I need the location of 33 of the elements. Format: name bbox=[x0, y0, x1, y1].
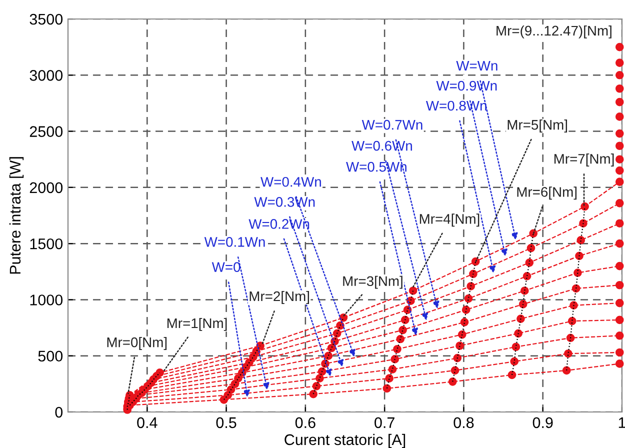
annotation: W=0.4Wn bbox=[260, 176, 321, 187]
annotation: W=Wn bbox=[456, 60, 498, 71]
x-tick-label: 0.8 bbox=[454, 417, 474, 428]
annotation: W=0.3Wn bbox=[254, 197, 315, 207]
annotation: Mr=0[Nm] bbox=[107, 337, 167, 350]
y-tick-label: 3500 bbox=[30, 14, 63, 25]
annotation: Mr=6[Nm] bbox=[517, 186, 576, 200]
annotation: Mr=5[Nm] bbox=[508, 120, 567, 132]
x-tick-label: 0.7 bbox=[374, 417, 394, 428]
annotation: W=0.6Wn bbox=[352, 140, 412, 151]
y-axis-title: Putere intrata [W] bbox=[9, 157, 24, 274]
x-tick-label: 0.5 bbox=[216, 417, 236, 428]
x-axis-title: Curent statoric [A] bbox=[284, 434, 406, 448]
annotation: W=0.7Wn bbox=[362, 120, 422, 130]
x-tick-label: 0.4 bbox=[137, 417, 158, 428]
y-tick-label: 2000 bbox=[30, 182, 63, 194]
x-tick-label: 0.6 bbox=[295, 417, 316, 428]
annotation: Mr=1[Nm] bbox=[167, 318, 227, 331]
annotation: W=0.1Wn bbox=[204, 237, 265, 247]
y-tick-label: 3000 bbox=[30, 70, 63, 81]
annotation: Mr=3[Nm] bbox=[343, 276, 402, 289]
y-tick-label: 1500 bbox=[30, 238, 63, 250]
y-tick-label: 0 bbox=[55, 406, 63, 418]
annotation: Mr=7[Nm] bbox=[554, 154, 614, 167]
annotation: W=0 bbox=[212, 262, 240, 272]
annotation: Mr=(9...12.47)[Nm] bbox=[496, 25, 612, 38]
y-tick-label: 1000 bbox=[30, 294, 63, 306]
y-tick-label: 2500 bbox=[30, 126, 63, 137]
x-tick-label: 0.9 bbox=[532, 417, 553, 428]
y-tick-label: 500 bbox=[38, 350, 63, 362]
annotation: W=0.9Wn bbox=[436, 80, 497, 91]
annotation: Mr=2[Nm] bbox=[250, 290, 309, 304]
annotation: Mr=4[Nm] bbox=[420, 214, 480, 227]
